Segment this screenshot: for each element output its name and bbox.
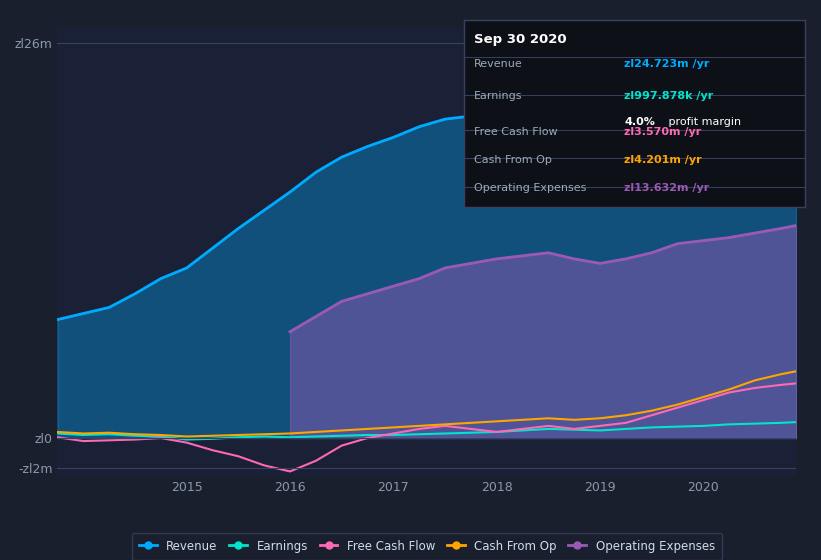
Text: Earnings: Earnings (474, 91, 523, 101)
Text: zl997.878k /yr: zl997.878k /yr (624, 91, 713, 101)
Text: Sep 30 2020: Sep 30 2020 (474, 32, 566, 46)
Text: Operating Expenses: Operating Expenses (474, 183, 586, 193)
Text: zl3.570m /yr: zl3.570m /yr (624, 127, 701, 137)
Legend: Revenue, Earnings, Free Cash Flow, Cash From Op, Operating Expenses: Revenue, Earnings, Free Cash Flow, Cash … (132, 533, 722, 559)
Text: profit margin: profit margin (665, 117, 741, 127)
Text: zl24.723m /yr: zl24.723m /yr (624, 59, 709, 69)
Text: Free Cash Flow: Free Cash Flow (474, 127, 557, 137)
Text: zl4.201m /yr: zl4.201m /yr (624, 155, 702, 165)
Text: zl13.632m /yr: zl13.632m /yr (624, 183, 709, 193)
Text: Cash From Op: Cash From Op (474, 155, 552, 165)
Text: Revenue: Revenue (474, 59, 523, 69)
Text: 4.0%: 4.0% (624, 117, 655, 127)
